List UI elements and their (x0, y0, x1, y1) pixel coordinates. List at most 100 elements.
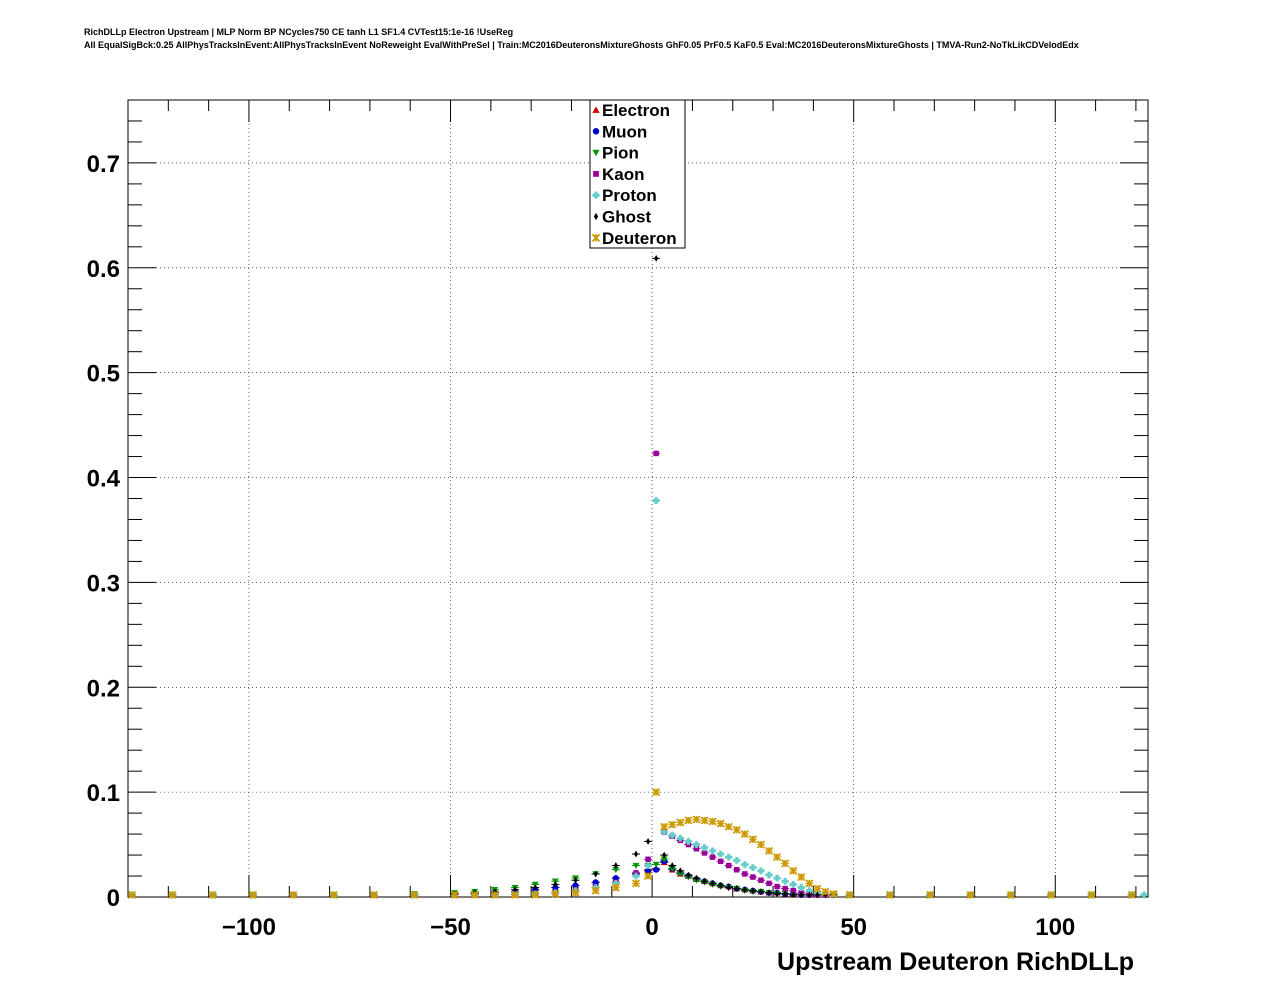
data-point (668, 820, 677, 829)
legend-label: Pion (602, 144, 639, 163)
y-tick-label: 0.1 (87, 780, 120, 807)
series-electron (128, 858, 1136, 898)
data-point (660, 822, 669, 831)
data-point (693, 846, 700, 852)
data-point (510, 890, 520, 899)
data-point (573, 876, 578, 884)
data-point (725, 853, 733, 861)
data-point (248, 890, 258, 899)
y-tick-label: 0.6 (87, 256, 120, 283)
legend-label: Muon (602, 122, 647, 141)
data-point (631, 879, 641, 888)
data-point (660, 856, 668, 863)
data-point (797, 873, 806, 882)
data-point (709, 847, 716, 855)
series-deuteron (127, 788, 1136, 899)
data-point (724, 822, 733, 831)
data-point (1140, 891, 1148, 899)
data-point (885, 890, 895, 899)
data-point (660, 828, 668, 836)
data-point (710, 879, 715, 887)
data-point (1127, 890, 1136, 899)
data-point (781, 877, 789, 885)
data-point (775, 890, 780, 898)
data-point (783, 890, 788, 898)
x-tick-label: 100 (1035, 914, 1075, 941)
data-point (613, 862, 618, 869)
legend-entry-pion: Pion (592, 144, 639, 163)
data-point (782, 885, 788, 892)
data-point (632, 862, 640, 869)
data-point (790, 887, 796, 894)
data-point (732, 825, 741, 834)
data-point (676, 818, 685, 827)
legend-box (589, 99, 686, 249)
data-point (756, 840, 766, 849)
data-point (773, 853, 782, 862)
data-point (1047, 890, 1056, 899)
data-point (797, 884, 805, 891)
data-point (791, 891, 796, 899)
legend-label: Proton (602, 186, 657, 205)
data-point (702, 877, 707, 885)
legend-entry-electron: Electron (592, 101, 670, 120)
legend: Electron Muon Pion Kaon Proton Ghost Deuteron (589, 99, 686, 249)
data-point (718, 882, 723, 889)
data-point (654, 254, 659, 262)
data-point (708, 817, 717, 826)
data-point (329, 890, 338, 899)
data-point (686, 871, 691, 879)
data-point (765, 871, 773, 879)
data-point (208, 890, 217, 899)
data-point (652, 497, 660, 504)
data-point (845, 890, 854, 899)
data-point (716, 819, 725, 828)
data-point (684, 838, 692, 845)
data-point (645, 856, 651, 862)
data-point (709, 854, 716, 860)
data-point (829, 889, 838, 898)
data-point (1006, 890, 1015, 899)
legend-label: Electron (602, 101, 670, 120)
data-point (644, 862, 652, 869)
legend-label: Deuteron (602, 229, 677, 248)
title-line-2: All EqualSigBck:0.25 AllPhysTracksInEven… (84, 40, 1079, 50)
series-proton (128, 497, 1148, 899)
data-point (551, 889, 560, 898)
data-point (531, 890, 540, 899)
axes: −100 −50 0 50 100 0 0.1 0.2 0.3 0.4 0.5 0.6 0.7 Upstr… (87, 99, 1149, 976)
data-point (741, 861, 749, 868)
data-point (289, 890, 298, 899)
data-point (734, 867, 740, 873)
data-point (966, 890, 975, 899)
data-point (766, 889, 772, 897)
legend-entry-deuteron: Deuteron (591, 229, 677, 248)
data-point (693, 841, 700, 848)
data-point (701, 850, 708, 856)
data-point (645, 867, 652, 874)
data-point (470, 890, 479, 899)
data-point (668, 831, 676, 839)
series-kaon (128, 450, 1136, 898)
data-point (821, 887, 830, 896)
data-point (553, 881, 558, 888)
data-point (490, 890, 499, 899)
data-point (813, 884, 822, 893)
data-point (750, 887, 755, 895)
data-point (815, 891, 820, 899)
data-point (766, 880, 772, 887)
y-tick-label: 0.7 (87, 151, 120, 178)
data-point (653, 866, 660, 873)
y-tick-label: 0 (107, 885, 120, 912)
data-point (758, 888, 764, 896)
data-point (749, 864, 757, 872)
data-point (717, 850, 725, 858)
y-tick-label: 0.5 (87, 361, 120, 388)
data-point (1087, 890, 1096, 899)
data-point (694, 874, 699, 882)
series-muon (128, 858, 1136, 898)
series-pion (128, 856, 1136, 899)
legend-entry-kaon: Kaon (593, 165, 645, 184)
data-point (632, 872, 640, 880)
data-point (740, 830, 749, 839)
